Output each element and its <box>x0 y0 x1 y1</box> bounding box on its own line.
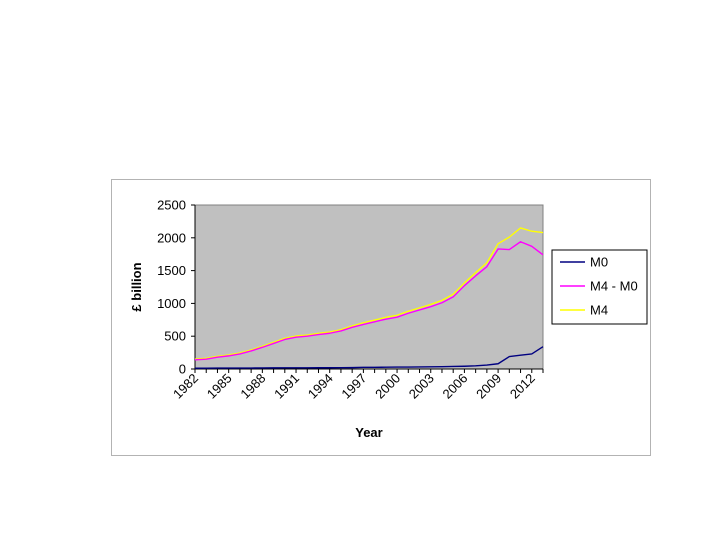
x-tick-label: 1994 <box>305 371 336 402</box>
legend-label: M4 <box>590 303 608 318</box>
series-line-m4-m0 <box>194 241 544 361</box>
x-tick-label: 1985 <box>204 371 235 402</box>
x-axis-title: Year <box>355 425 382 440</box>
x-tick-label: 2003 <box>406 371 437 402</box>
y-tick-label: 0 <box>179 362 186 377</box>
x-tick-label: 2000 <box>372 371 403 402</box>
series-line-m0 <box>194 346 544 369</box>
chart-frame: 0 500 1000 1500 2000 2500 1982 1985 1988 1991 199… <box>111 179 651 456</box>
legend: M0 M4 - M0 M4 <box>551 249 648 325</box>
x-tick-label: 2006 <box>439 371 470 402</box>
series-line-m4 <box>194 227 544 360</box>
y-tick-label: 2000 <box>157 230 186 245</box>
plot-area <box>194 204 544 370</box>
x-tick-label: 1982 <box>170 371 201 402</box>
x-tick-label: 1988 <box>237 371 268 402</box>
x-tick-label: 2012 <box>507 371 538 402</box>
series-lines <box>194 227 544 369</box>
x-tick-label: 1991 <box>271 371 302 402</box>
x-tick-label: 1997 <box>338 371 369 402</box>
y-ticks: 0 500 1000 1500 2000 2500 <box>157 198 195 377</box>
legend-label: M0 <box>590 255 608 270</box>
legend-label: M4 - M0 <box>590 279 638 294</box>
y-tick-label: 1000 <box>157 296 186 311</box>
x-tick-label: 2009 <box>473 371 504 402</box>
x-ticks: 1982 1985 1988 1991 1994 1997 2000 2003 2006 2009… <box>170 369 544 402</box>
y-tick-label: 2500 <box>157 198 186 213</box>
y-axis-title: £ billion <box>129 262 144 311</box>
y-tick-label: 500 <box>164 329 186 344</box>
y-tick-label: 1500 <box>157 263 186 278</box>
